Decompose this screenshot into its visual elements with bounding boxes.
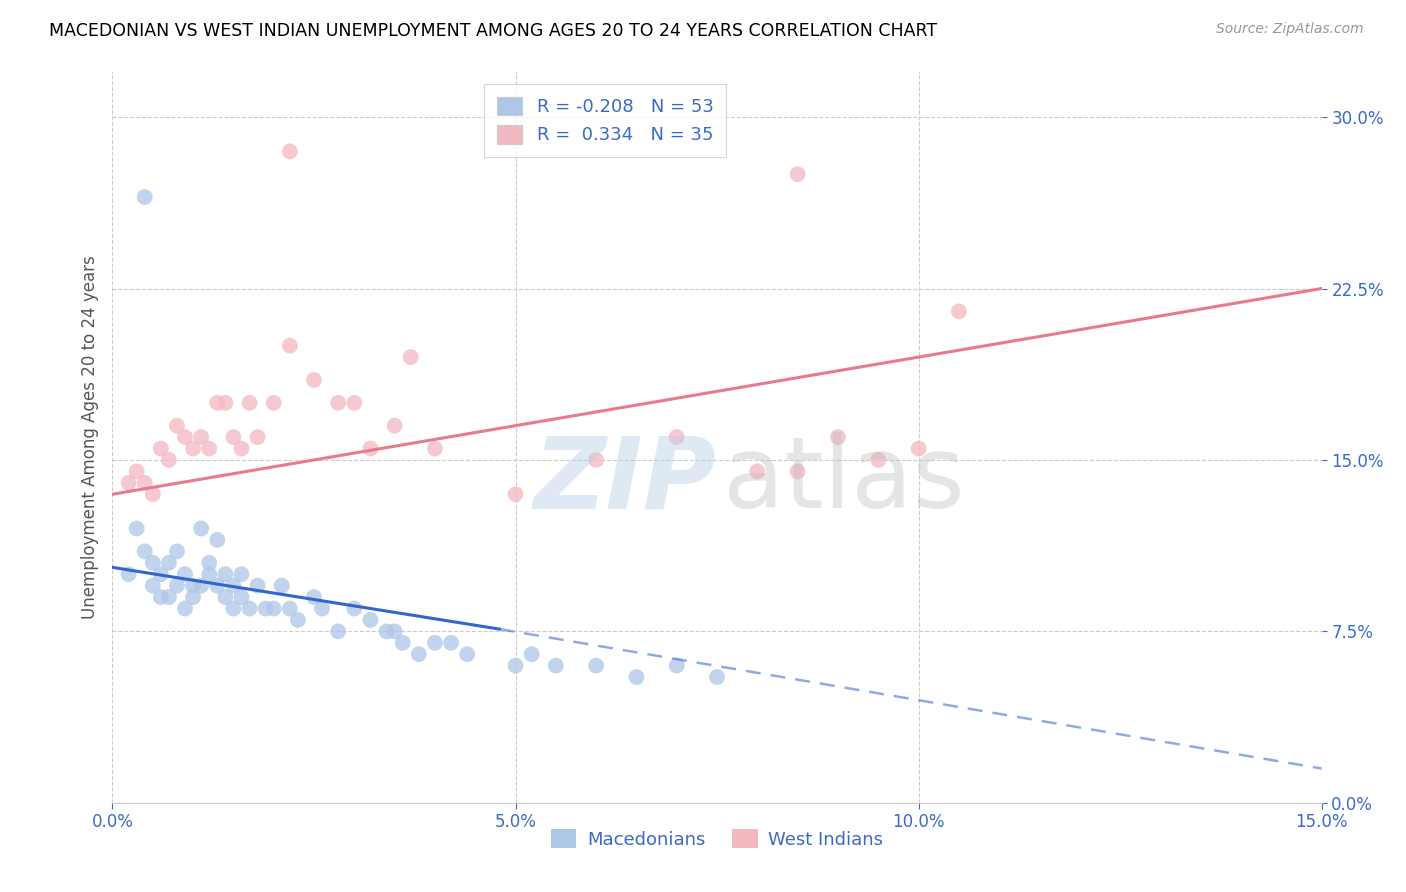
Point (399, 350, 422, 364)
Point (311, 601, 333, 615)
Point (134, 475, 156, 490)
Point (125, 521, 148, 535)
Point (181, 590, 204, 604)
Point (134, 544, 156, 558)
Y-axis label: Unemployment Among Ages 20 to 24 years: Unemployment Among Ages 20 to 24 years (80, 255, 98, 619)
Point (214, 567, 236, 582)
Point (423, 442, 446, 456)
Point (278, 145, 301, 159)
Point (166, 544, 188, 558)
Point (423, 636, 446, 650)
Point (198, 442, 221, 456)
Point (174, 601, 197, 615)
Point (328, 396, 350, 410)
Point (231, 567, 253, 582)
Point (246, 579, 269, 593)
Point (827, 430, 849, 444)
Point (149, 567, 172, 582)
Point (166, 418, 188, 433)
Point (868, 453, 890, 467)
Point (505, 658, 527, 673)
Text: atlas: atlas (723, 433, 965, 530)
Point (157, 453, 180, 467)
Point (190, 430, 212, 444)
Point (302, 373, 325, 387)
Point (384, 418, 406, 433)
Point (391, 636, 413, 650)
Point (786, 464, 808, 478)
Point (456, 647, 478, 661)
Point (214, 396, 236, 410)
Point (375, 624, 398, 639)
Point (142, 487, 165, 501)
Point (222, 601, 245, 615)
Point (222, 430, 245, 444)
Point (190, 521, 212, 535)
Point (665, 430, 688, 444)
Point (207, 533, 229, 547)
Point (214, 590, 236, 604)
Point (231, 590, 253, 604)
Point (359, 613, 381, 627)
Point (263, 601, 285, 615)
Point (231, 442, 253, 456)
Point (270, 579, 292, 593)
Point (948, 304, 970, 318)
Point (302, 590, 325, 604)
Point (149, 442, 172, 456)
Point (246, 430, 269, 444)
Point (222, 579, 245, 593)
Point (181, 579, 204, 593)
Text: Source: ZipAtlas.com: Source: ZipAtlas.com (1216, 22, 1364, 37)
Point (198, 567, 221, 582)
Point (181, 442, 204, 456)
Point (238, 601, 260, 615)
Point (585, 453, 607, 467)
Point (149, 590, 172, 604)
Point (747, 464, 769, 478)
Point (505, 487, 527, 501)
Point (157, 556, 180, 570)
Point (157, 590, 180, 604)
Point (343, 601, 366, 615)
Point (384, 624, 406, 639)
Point (117, 475, 139, 490)
Point (263, 396, 285, 410)
Point (238, 396, 260, 410)
Point (142, 579, 165, 593)
Point (174, 567, 197, 582)
Point (359, 442, 381, 456)
Point (174, 430, 197, 444)
Point (706, 670, 728, 684)
Point (207, 579, 229, 593)
Point (440, 636, 463, 650)
Point (278, 338, 301, 352)
Point (166, 579, 188, 593)
Point (520, 647, 543, 661)
Point (544, 658, 567, 673)
Point (125, 464, 148, 478)
Point (343, 396, 366, 410)
Point (585, 658, 607, 673)
Point (786, 167, 808, 181)
Legend: Macedonians, West Indians: Macedonians, West Indians (544, 822, 890, 856)
Point (190, 579, 212, 593)
Point (207, 396, 229, 410)
Point (408, 647, 430, 661)
Point (287, 613, 309, 627)
Point (198, 556, 221, 570)
Point (142, 556, 165, 570)
Point (278, 601, 301, 615)
Point (328, 624, 350, 639)
Text: ZIP: ZIP (534, 433, 717, 530)
Point (254, 601, 277, 615)
Point (626, 670, 648, 684)
Point (134, 190, 156, 204)
Point (117, 567, 139, 582)
Point (907, 442, 929, 456)
Text: MACEDONIAN VS WEST INDIAN UNEMPLOYMENT AMONG AGES 20 TO 24 YEARS CORRELATION CHA: MACEDONIAN VS WEST INDIAN UNEMPLOYMENT A… (49, 22, 938, 40)
Point (665, 658, 688, 673)
